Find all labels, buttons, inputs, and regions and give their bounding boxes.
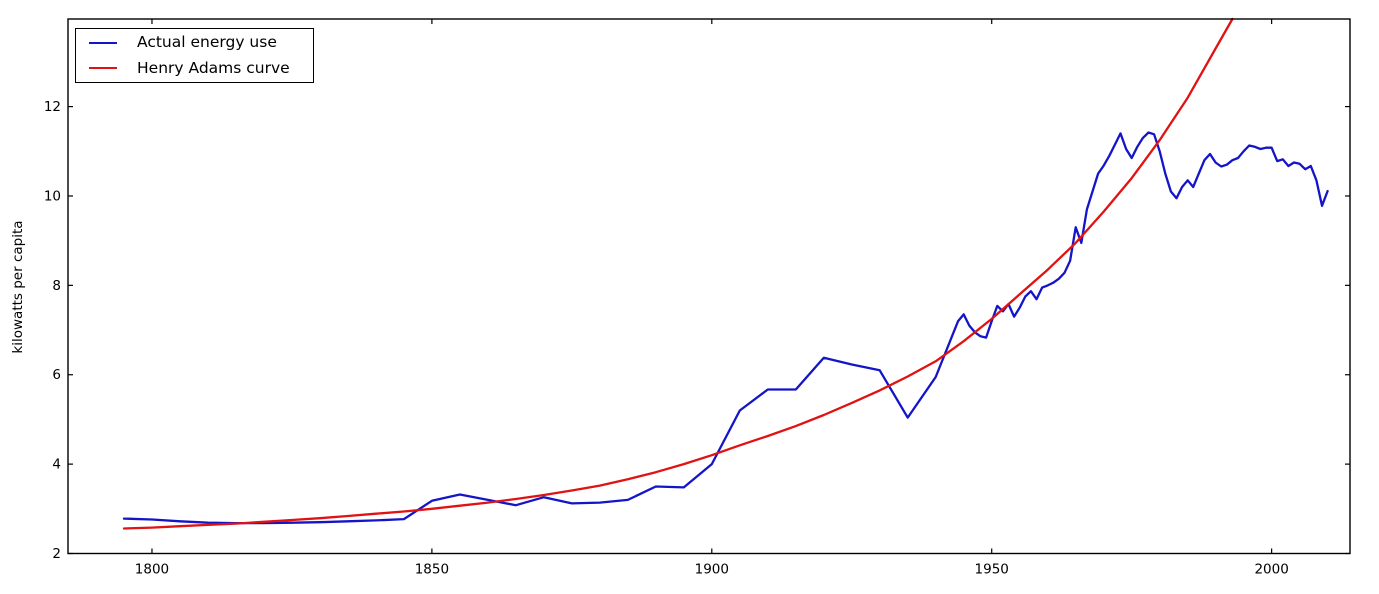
legend-line-sample-red-icon [89, 67, 117, 70]
plot-frame [67, 18, 1351, 555]
y-tick-label: 12 [44, 99, 61, 115]
y-tick-label: 6 [52, 367, 61, 383]
legend: Actual energy use Henry Adams curve [75, 28, 314, 83]
y-tick-label: 10 [44, 188, 61, 204]
x-tick-label: 1850 [415, 562, 449, 578]
y-tick-label: 8 [52, 278, 61, 294]
x-tick-label: 2000 [1254, 562, 1288, 578]
legend-label: Henry Adams curve [137, 58, 290, 77]
legend-entry-henry-adams-curve: Henry Adams curve [89, 56, 313, 80]
legend-label: Actual energy use [137, 32, 277, 51]
series-line-actual-energy-use [122, 131, 1329, 525]
y-tick-label: 2 [52, 546, 61, 562]
x-tick-label: 1950 [975, 562, 1009, 578]
legend-line-sample-blue-icon [89, 41, 117, 44]
series-line-henry-adams-curve [122, 17, 1234, 530]
legend-entry-actual-energy-use: Actual energy use [89, 31, 313, 55]
x-tick-label: 1900 [695, 562, 729, 578]
y-axis-label: kilowatts per capita [10, 220, 26, 354]
y-tick-label: 4 [52, 457, 61, 473]
x-tick-label: 1800 [135, 562, 169, 578]
